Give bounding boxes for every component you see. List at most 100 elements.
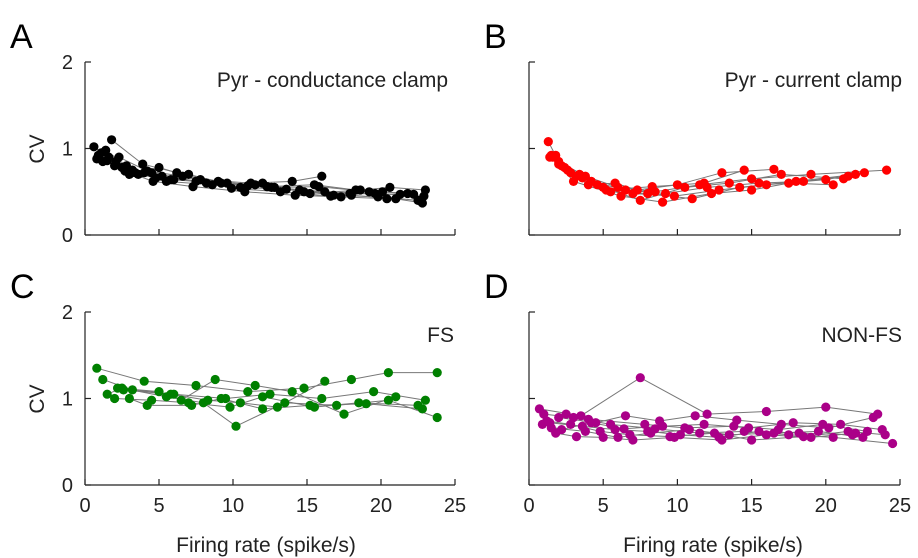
data-point — [643, 426, 653, 436]
data-point — [213, 176, 223, 186]
data-point — [110, 393, 120, 404]
data-point — [287, 176, 297, 186]
x-tick-label: 0 — [79, 495, 90, 517]
data-point — [187, 400, 197, 410]
data-point — [154, 162, 164, 173]
data-point — [539, 409, 549, 419]
data-point — [395, 189, 405, 199]
data-point — [791, 176, 801, 186]
data-point — [127, 385, 137, 395]
data-point — [287, 387, 297, 397]
x-tick-label: 10 — [666, 495, 688, 517]
data-point — [377, 187, 388, 197]
data-point — [813, 426, 824, 436]
data-point — [754, 426, 764, 436]
panel-letter-b: B — [484, 18, 507, 56]
x-tick-label: 25 — [444, 495, 466, 517]
data-point — [702, 409, 712, 419]
data-point — [601, 185, 611, 195]
data-point — [640, 419, 650, 429]
data-point — [96, 148, 106, 158]
data-point — [568, 412, 579, 423]
x-tick-label: 15 — [296, 495, 318, 517]
data-point — [699, 178, 709, 188]
y-tick-label: 1 — [62, 139, 73, 161]
data-point — [142, 400, 152, 410]
data-point — [154, 387, 164, 397]
data-point — [280, 398, 290, 408]
data-point — [628, 435, 638, 445]
data-point — [369, 387, 379, 397]
data-point — [383, 368, 393, 378]
y-tick-label: 2 — [62, 302, 73, 324]
x-axis-label-right: Firing rate (spike/s) — [623, 534, 803, 557]
data-point — [739, 165, 749, 175]
data-point — [761, 430, 772, 440]
data-point — [118, 385, 129, 395]
data-point — [862, 426, 873, 436]
data-point — [877, 425, 887, 435]
data-point — [246, 178, 256, 188]
x-tick-label: 5 — [598, 495, 609, 517]
data-point — [717, 168, 727, 178]
data-point — [632, 185, 642, 195]
data-point — [420, 185, 430, 195]
data-point — [888, 438, 898, 449]
cell-trace-line — [96, 367, 438, 393]
data-point — [417, 404, 427, 414]
data-point — [747, 174, 757, 184]
data-point — [724, 430, 734, 440]
data-point — [178, 171, 188, 181]
x-tick-label: 5 — [153, 495, 164, 517]
panel-title-d: NON-FS — [822, 324, 903, 347]
data-point — [821, 175, 831, 185]
panel-title-a: Pyr - conductance clamp — [217, 69, 448, 92]
data-point — [754, 178, 764, 188]
data-point — [788, 418, 798, 428]
data-point — [385, 182, 395, 192]
cell-trace-line — [102, 379, 426, 401]
data-point — [226, 183, 237, 193]
data-point — [240, 187, 250, 197]
data-point — [351, 185, 361, 195]
data-point — [265, 389, 275, 399]
data-point — [169, 175, 179, 185]
data-point — [850, 169, 861, 179]
data-point — [432, 412, 442, 423]
x-tick-label: 0 — [523, 495, 534, 517]
cell-trace-line — [552, 156, 834, 203]
x-tick-label: 25 — [889, 495, 911, 517]
data-point — [332, 400, 342, 410]
data-point — [243, 387, 253, 397]
x-axis-label-left: Firing rate (spike/s) — [176, 534, 356, 557]
y-tick-label: 0 — [62, 475, 73, 497]
data-point — [551, 428, 561, 438]
data-point — [680, 182, 690, 192]
plot-pyr-conductance-clamp: 0 1 2 — [62, 52, 456, 247]
data-point — [568, 176, 579, 186]
panel-title-b: Pyr - current clamp — [725, 69, 902, 92]
data-point — [561, 409, 571, 419]
data-point — [798, 176, 809, 186]
data-point — [714, 432, 724, 442]
data-point — [828, 180, 838, 190]
data-point — [699, 419, 709, 429]
data-point — [747, 435, 757, 445]
data-point — [616, 191, 626, 201]
data-point — [98, 374, 108, 385]
data-point — [591, 418, 601, 428]
data-point — [336, 192, 346, 202]
data-point — [148, 176, 158, 186]
data-point — [821, 402, 831, 412]
y-tick-label: 1 — [62, 389, 73, 411]
data-point — [806, 432, 816, 442]
data-point — [729, 421, 739, 431]
data-point — [577, 421, 588, 431]
data-point — [545, 152, 555, 162]
data-point — [619, 424, 629, 434]
data-point — [320, 376, 330, 386]
data-point — [776, 169, 786, 179]
data-point — [655, 416, 665, 426]
data-point — [235, 398, 245, 408]
